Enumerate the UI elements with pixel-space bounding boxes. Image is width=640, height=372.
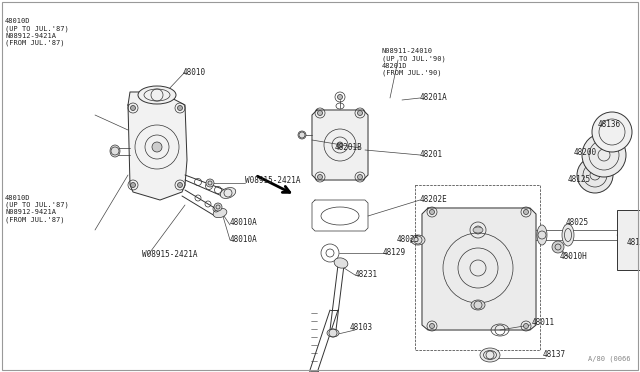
Text: 48010D
(UP TO JUL.'87)
N08912-9421A
(FROM JUL.'87): 48010D (UP TO JUL.'87) N08912-9421A (FRO…	[5, 195, 68, 223]
Ellipse shape	[562, 224, 574, 246]
Text: 48200: 48200	[574, 148, 597, 157]
Text: 48010A: 48010A	[230, 218, 258, 227]
Circle shape	[552, 241, 564, 253]
Circle shape	[524, 209, 529, 215]
Text: 48150: 48150	[627, 238, 640, 247]
Circle shape	[206, 179, 214, 187]
Circle shape	[429, 324, 435, 328]
Text: 48201: 48201	[420, 150, 443, 159]
Text: 48010: 48010	[183, 68, 206, 77]
Text: 48025: 48025	[397, 235, 420, 244]
Circle shape	[317, 174, 323, 180]
Text: W08915-2421A: W08915-2421A	[245, 176, 301, 185]
Text: 48201B: 48201B	[335, 143, 363, 152]
Circle shape	[524, 324, 529, 328]
Circle shape	[577, 157, 613, 193]
Ellipse shape	[110, 145, 120, 157]
Ellipse shape	[334, 258, 348, 268]
Circle shape	[337, 94, 342, 99]
Ellipse shape	[471, 300, 485, 310]
Circle shape	[131, 183, 136, 187]
Circle shape	[337, 142, 343, 148]
Bar	[617, 210, 640, 270]
Circle shape	[177, 183, 182, 187]
Text: 48136: 48136	[598, 120, 621, 129]
Text: 48202E: 48202E	[420, 195, 448, 204]
Polygon shape	[312, 200, 368, 231]
Text: W08915-2421A: W08915-2421A	[142, 250, 198, 259]
Polygon shape	[422, 208, 536, 330]
Text: 48231: 48231	[355, 270, 378, 279]
Text: 48010H: 48010H	[560, 252, 588, 261]
Text: 48011: 48011	[532, 318, 555, 327]
Text: 48125: 48125	[568, 175, 591, 184]
Ellipse shape	[220, 187, 236, 198]
Ellipse shape	[327, 329, 339, 337]
Circle shape	[152, 142, 162, 152]
Ellipse shape	[298, 131, 306, 139]
Text: N08911-24010
(UP TO JUL.'90)
48201D
(FROM JUL.'90): N08911-24010 (UP TO JUL.'90) 48201D (FRO…	[382, 48, 445, 76]
Ellipse shape	[480, 348, 500, 362]
Ellipse shape	[213, 208, 227, 218]
Circle shape	[592, 112, 632, 152]
Text: 48201A: 48201A	[420, 93, 448, 102]
Ellipse shape	[473, 227, 483, 233]
Circle shape	[177, 106, 182, 110]
Text: 48129: 48129	[383, 248, 406, 257]
Ellipse shape	[537, 225, 547, 245]
Circle shape	[429, 209, 435, 215]
Polygon shape	[128, 92, 187, 200]
Text: 48137: 48137	[543, 350, 566, 359]
Circle shape	[131, 106, 136, 110]
Polygon shape	[312, 110, 368, 180]
Text: 48010D
(UP TO JUL.'87)
N08912-9421A
(FROM JUL.'87): 48010D (UP TO JUL.'87) N08912-9421A (FRO…	[5, 18, 68, 46]
Circle shape	[214, 203, 222, 211]
Circle shape	[358, 174, 362, 180]
Circle shape	[358, 110, 362, 115]
Text: 48103: 48103	[350, 323, 373, 332]
Text: A/80 (0066: A/80 (0066	[588, 356, 630, 362]
Text: 48025: 48025	[566, 218, 589, 227]
Circle shape	[582, 133, 626, 177]
Circle shape	[317, 110, 323, 115]
Text: 48010A: 48010A	[230, 235, 258, 244]
Ellipse shape	[411, 235, 425, 245]
Ellipse shape	[138, 86, 176, 104]
